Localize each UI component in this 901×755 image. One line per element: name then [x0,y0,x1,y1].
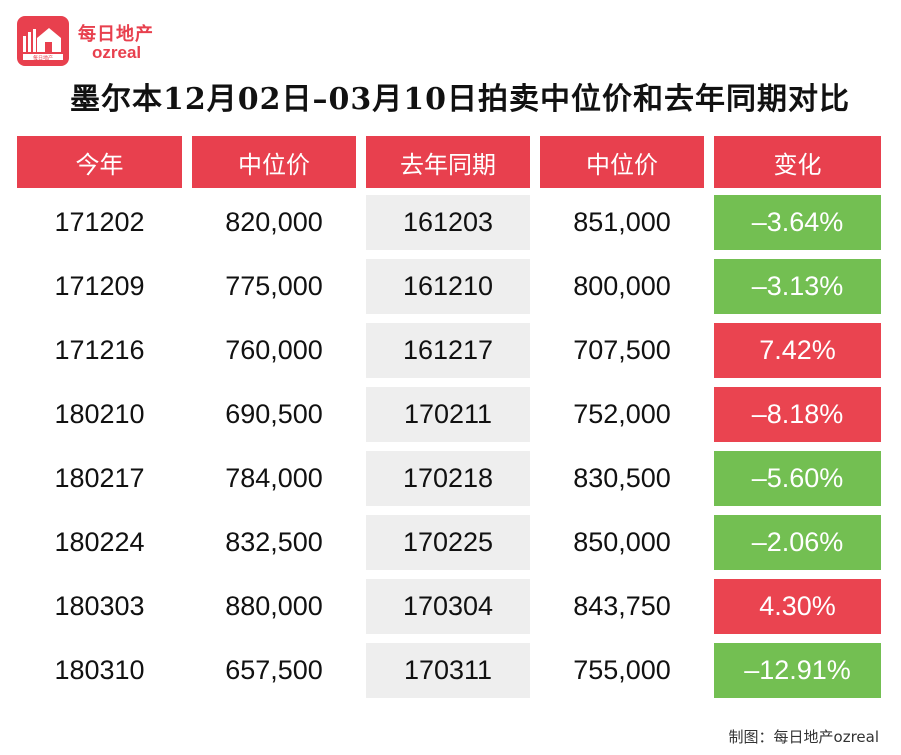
cell-last-year: 161217 [366,323,530,378]
table-row: 180310 657,500 170311 755,000 –12.91% [17,643,881,698]
cell-change: 7.42% [714,323,881,378]
table-row: 171216 760,000 161217 707,500 7.42% [17,323,881,378]
header-last-year: 去年同期 [366,136,530,188]
cell-last-median: 755,000 [540,643,704,698]
cell-last-year: 170225 [366,515,530,570]
cell-last-year: 170311 [366,643,530,698]
cell-last-year: 161203 [366,195,530,250]
header-last-median: 中位价 [540,136,704,188]
header-change: 变化 [714,136,881,188]
cell-this-year: 180217 [17,451,182,506]
cell-this-year: 180210 [17,387,182,442]
cell-last-median: 800,000 [540,259,704,314]
cell-median: 832,500 [192,515,356,570]
table-row: 180217 784,000 170218 830,500 –5.60% [17,451,881,506]
table-row: 171209 775,000 161210 800,000 –3.13% [17,259,881,314]
table-row: 180303 880,000 170304 843,750 4.30% [17,579,881,634]
cell-last-year: 170218 [366,451,530,506]
cell-this-year: 180303 [17,579,182,634]
header-this-year: 今年 [17,136,182,188]
cell-change: –3.64% [714,195,881,250]
cell-change: –5.60% [714,451,881,506]
cell-median: 775,000 [192,259,356,314]
table-header-row: 今年 中位价 去年同期 中位价 变化 [17,136,881,188]
table-row: 180224 832,500 170225 850,000 –2.06% [17,515,881,570]
header-median: 中位价 [192,136,356,188]
cell-median: 760,000 [192,323,356,378]
brand-name: 每日地产 [78,24,154,45]
cell-this-year: 171216 [17,323,182,378]
cell-last-year: 170211 [366,387,530,442]
cell-last-median: 752,000 [540,387,704,442]
table-body: 171202 820,000 161203 851,000 –3.64% 171209 77… [17,195,881,698]
cell-change: –8.18% [714,387,881,442]
cell-median: 657,500 [192,643,356,698]
cell-last-median: 843,750 [540,579,704,634]
cell-this-year: 180224 [17,515,182,570]
cell-this-year: 180310 [17,643,182,698]
cell-change: 4.30% [714,579,881,634]
house-logo-icon: 每日地产 [17,16,69,66]
cell-change: –2.06% [714,515,881,570]
cell-last-year: 170304 [366,579,530,634]
cell-last-median: 707,500 [540,323,704,378]
table-row: 180210 690,500 170211 752,000 –8.18% [17,387,881,442]
page-title: 墨尔本12月02日–03月10日拍卖中位价和去年同期对比 [70,82,850,117]
brand-name-en: ozreal [92,43,142,62]
cell-last-median: 850,000 [540,515,704,570]
cell-last-year: 161210 [366,259,530,314]
cell-last-median: 851,000 [540,195,704,250]
cell-median: 880,000 [192,579,356,634]
chart-credit: 制图：每日地产ozreal [728,728,879,746]
table-row: 171202 820,000 161203 851,000 –3.64% [17,195,881,250]
cell-change: –3.13% [714,259,881,314]
comparison-table: 今年 中位价 去年同期 中位价 变化 171202 820,000 161203 85… [17,136,881,707]
cell-this-year: 171209 [17,259,182,314]
cell-last-median: 830,500 [540,451,704,506]
logo-text: 每日地产 [33,55,53,62]
cell-median: 820,000 [192,195,356,250]
cell-this-year: 171202 [17,195,182,250]
cell-change: –12.91% [714,643,881,698]
cell-median: 690,500 [192,387,356,442]
cell-median: 784,000 [192,451,356,506]
